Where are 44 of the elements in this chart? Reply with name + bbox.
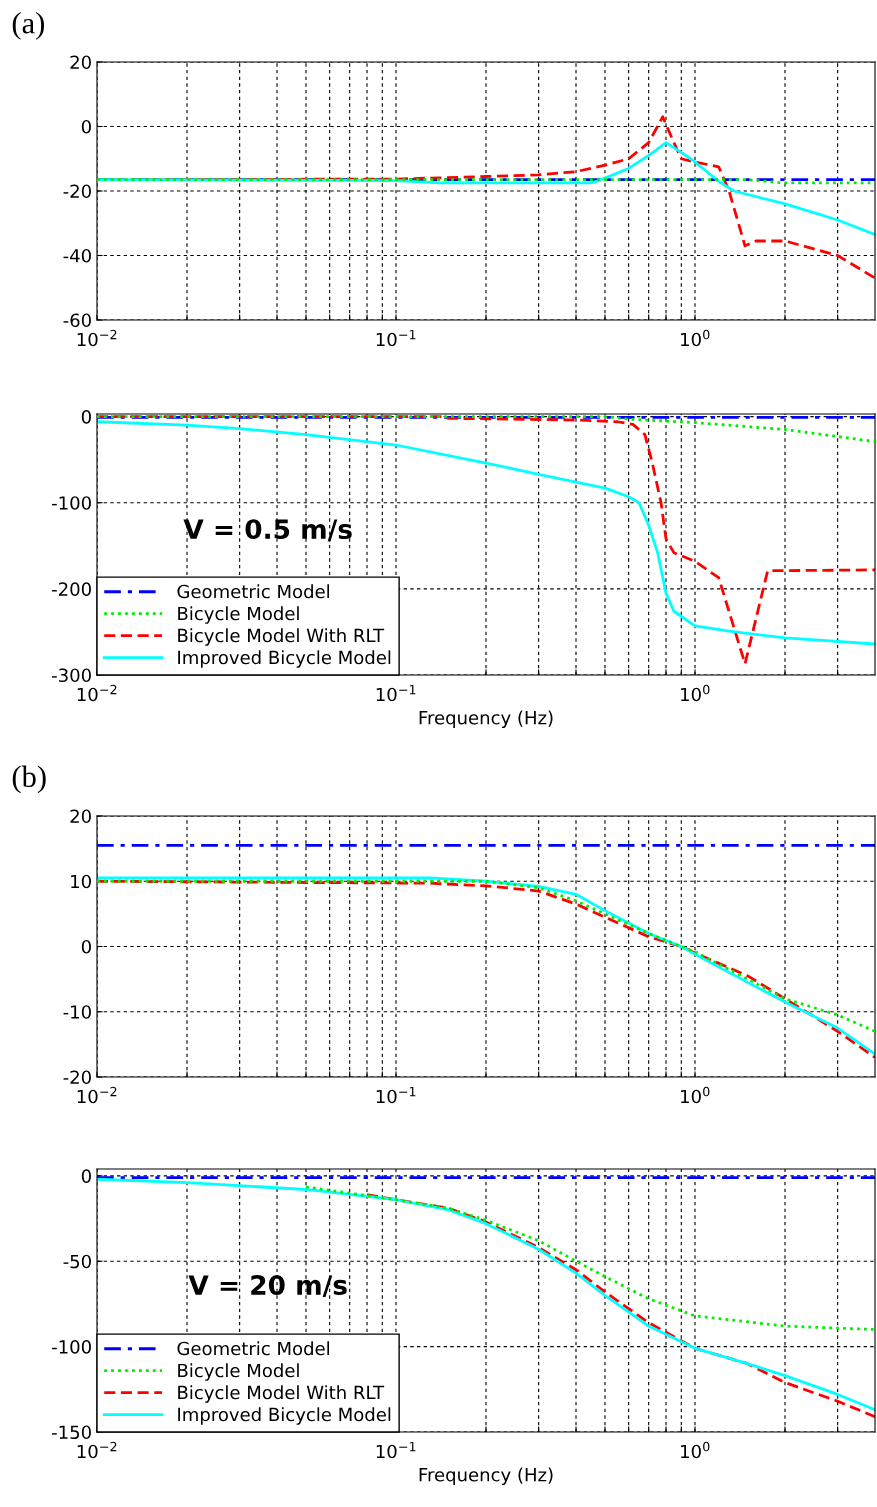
legend-label: Bicycle Model [178, 606, 299, 624]
y-tick-label: -10 [63, 1005, 91, 1019]
y-tick-label: -150 [52, 1425, 91, 1440]
x-tick-label: 10$^{−2}$ [77, 684, 117, 702]
y-tick-label: 0 [81, 410, 91, 424]
legend-label: Geometric Model [177, 1341, 329, 1356]
y-tick-label: 10 [71, 874, 91, 889]
legend-label: Bicycle Model With RLT [178, 1385, 385, 1403]
y-tick-label: -100 [52, 496, 91, 510]
x-tick-label: 10$^{0}$ [681, 329, 710, 347]
legend-label: Improved Bicycle Model [178, 650, 391, 668]
x-axis-title: Frequency (Hz) [419, 710, 553, 728]
y-tick-label: -20 [63, 1070, 91, 1085]
y-tick-label: -20 [63, 184, 91, 199]
legend-label: Bicycle Model [178, 1363, 299, 1381]
y-tick-label: -60 [63, 313, 91, 328]
x-tick-label: 10$^{−1}$ [376, 1441, 416, 1459]
y-tick-label: 20 [70, 809, 91, 824]
y-tick-label: 0 [81, 939, 91, 954]
text: (b) [12, 765, 46, 794]
x-tick-label: 10$^{0}$ [681, 1441, 710, 1459]
y-tick-label: -200 [52, 582, 91, 596]
annotation: V = 20 m/s [188, 1275, 347, 1298]
x-tick-label: 10$^{0}$ [681, 1086, 710, 1104]
legend-label: Improved Bicycle Model [178, 1407, 391, 1425]
text: (a) [12, 12, 44, 40]
x-tick-label: 10$^{−2}$ [77, 1441, 117, 1459]
x-tick-label: 10$^{−1}$ [376, 329, 416, 347]
x-tick-label: 10$^{−1}$ [376, 1086, 416, 1104]
legend-label: Geometric Model [177, 584, 329, 599]
y-tick-label: -100 [52, 1340, 91, 1354]
x-tick-label: 10$^{−1}$ [376, 684, 416, 702]
y-tick-label: 0 [81, 119, 91, 134]
legend-label: Bicycle Model With RLT [178, 628, 385, 646]
y-tick-label: -50 [63, 1254, 91, 1269]
y-tick-label: 20 [70, 55, 91, 70]
x-tick-label: 10$^{0}$ [681, 684, 710, 702]
y-tick-label: 0 [81, 1169, 91, 1183]
y-tick-label: -300 [52, 668, 91, 683]
annotation: V = 0.5 m/s [183, 519, 352, 542]
x-axis-title: Frequency (Hz) [419, 1467, 553, 1485]
x-tick-label: 10$^{−2}$ [77, 329, 117, 347]
y-tick-label: -40 [63, 248, 91, 263]
x-tick-label: 10$^{−2}$ [77, 1086, 117, 1104]
